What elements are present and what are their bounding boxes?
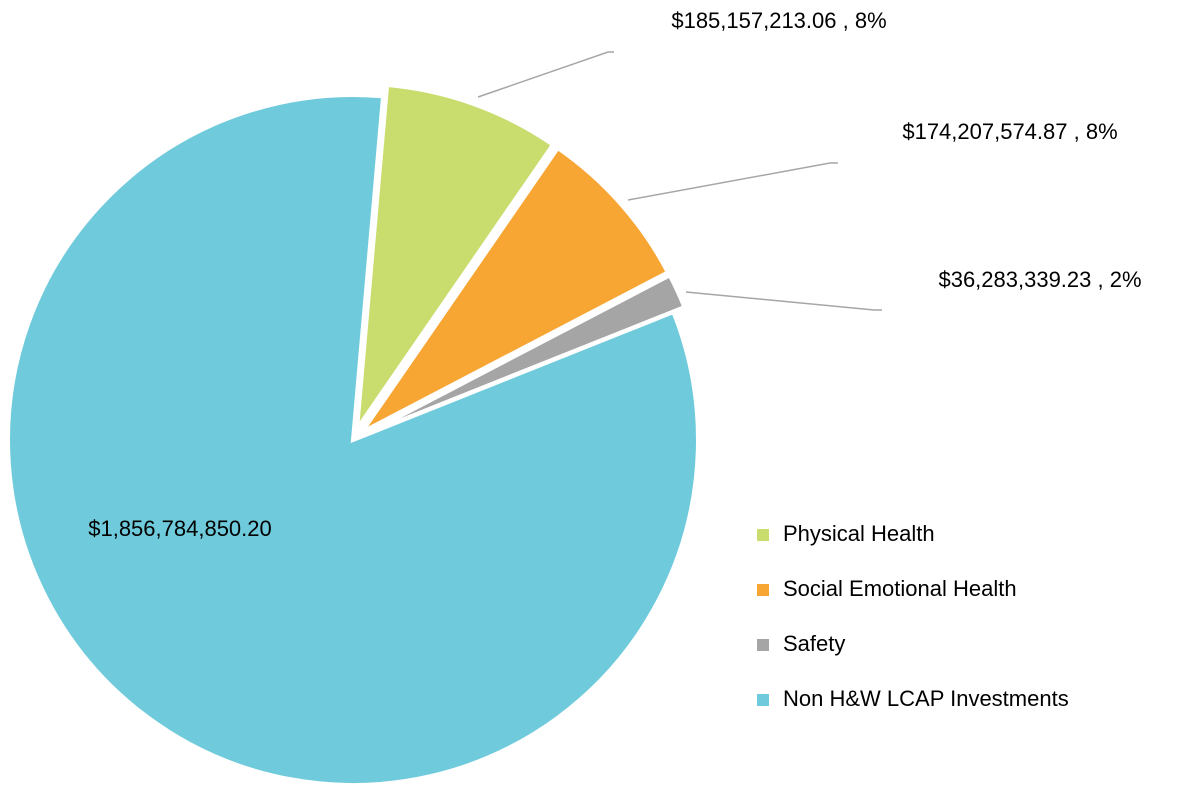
legend-marker — [757, 694, 769, 706]
pie-slice — [354, 82, 556, 437]
pie-slice — [360, 145, 671, 434]
data-label: $185,157,213.06 , 8% — [671, 8, 886, 33]
data-label: $36,283,339.23 , 2% — [938, 267, 1141, 292]
data-label: $1,856,784,850.20 — [88, 516, 272, 541]
legend-marker — [757, 529, 769, 541]
legend-marker — [757, 584, 769, 596]
legend-label: Non H&W LCAP Investments — [783, 686, 1069, 711]
legend-label: Safety — [783, 631, 845, 656]
leader-line — [627, 162, 838, 201]
pie-slice — [6, 93, 700, 787]
leader-line — [477, 51, 614, 98]
pie-slice — [362, 272, 687, 437]
legend-marker — [757, 639, 769, 651]
legend-label: Physical Health — [783, 521, 935, 546]
leader-line — [685, 291, 882, 311]
legend-label: Social Emotional Health — [783, 576, 1017, 601]
data-label: $174,207,574.87 , 8% — [902, 119, 1117, 144]
